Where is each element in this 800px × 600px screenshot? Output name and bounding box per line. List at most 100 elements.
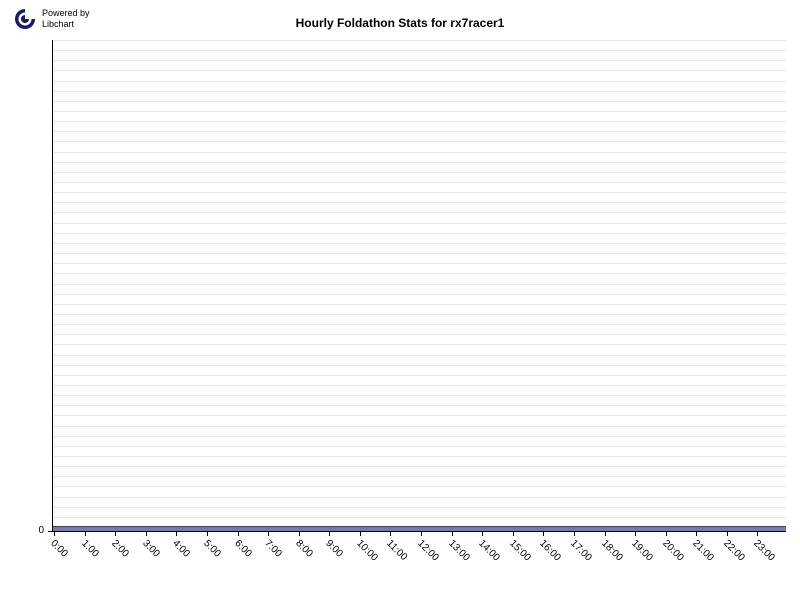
x-tick <box>85 532 86 536</box>
gridline <box>53 415 786 416</box>
gridline <box>53 426 786 427</box>
x-axis-label: 12:00 <box>415 538 440 563</box>
x-axis-label: 9:00 <box>323 538 345 560</box>
x-axis-label: 15:00 <box>507 538 532 563</box>
gridline <box>53 436 786 437</box>
x-tick <box>299 532 300 536</box>
gridline <box>53 212 786 213</box>
x-axis-label: 20:00 <box>660 538 685 563</box>
branding-text: Powered by Libchart <box>42 8 90 30</box>
branding-line2: Libchart <box>42 19 90 30</box>
x-axis-label: 0:00 <box>48 538 70 560</box>
gridline <box>53 243 786 244</box>
branding-line1: Powered by <box>42 8 90 19</box>
y-tick <box>48 531 52 532</box>
gridline <box>53 284 786 285</box>
gridline <box>53 121 786 122</box>
x-tick <box>513 532 514 536</box>
chart-title: Hourly Foldathon Stats for rx7racer1 <box>296 16 505 30</box>
gridline <box>53 152 786 153</box>
gridline <box>53 162 786 163</box>
x-tick <box>574 532 575 536</box>
x-tick <box>605 532 606 536</box>
x-axis-label: 21:00 <box>690 538 715 563</box>
x-tick <box>329 532 330 536</box>
x-axis-label: 1:00 <box>79 538 101 560</box>
plot-region <box>52 40 786 532</box>
x-axis-label: 18:00 <box>599 538 624 563</box>
gridline <box>53 111 786 112</box>
x-tick <box>666 532 667 536</box>
gridline <box>53 405 786 406</box>
x-tick <box>757 532 758 536</box>
gridline <box>53 334 786 335</box>
gridline <box>53 101 786 102</box>
x-axis-label: 23:00 <box>752 538 777 563</box>
x-tick <box>207 532 208 536</box>
x-tick <box>360 532 361 536</box>
gridline <box>53 486 786 487</box>
x-tick <box>176 532 177 536</box>
gridline <box>53 182 786 183</box>
x-axis-label: 19:00 <box>629 538 654 563</box>
gridline <box>53 192 786 193</box>
x-tick <box>452 532 453 536</box>
gridline <box>53 172 786 173</box>
x-axis-label: 17:00 <box>568 538 593 563</box>
gridline <box>53 304 786 305</box>
gridline <box>53 314 786 315</box>
x-tick <box>268 532 269 536</box>
libchart-logo-icon <box>14 8 36 30</box>
x-axis-label: 16:00 <box>538 538 563 563</box>
gridline <box>53 233 786 234</box>
x-axis-label: 6:00 <box>232 538 254 560</box>
gridline <box>53 70 786 71</box>
bar-baseline <box>53 526 786 531</box>
gridline <box>53 446 786 447</box>
x-tick <box>543 532 544 536</box>
x-tick <box>54 532 55 536</box>
gridline <box>53 395 786 396</box>
gridline <box>53 202 786 203</box>
x-axis-label: 11:00 <box>385 538 410 563</box>
x-axis-label: 7:00 <box>262 538 284 560</box>
gridline <box>53 517 786 518</box>
x-axis-label: 14:00 <box>476 538 501 563</box>
gridline <box>53 223 786 224</box>
gridline <box>53 324 786 325</box>
gridline <box>53 476 786 477</box>
gridline <box>53 466 786 467</box>
x-tick <box>146 532 147 536</box>
gridline <box>53 81 786 82</box>
gridline <box>53 141 786 142</box>
gridline <box>53 131 786 132</box>
x-axis-label: 22:00 <box>721 538 746 563</box>
gridline <box>53 507 786 508</box>
gridline <box>53 253 786 254</box>
gridline <box>53 294 786 295</box>
gridline <box>53 273 786 274</box>
gridline <box>53 375 786 376</box>
gridline <box>53 263 786 264</box>
x-axis-label: 10:00 <box>354 538 379 563</box>
gridline <box>53 344 786 345</box>
x-tick <box>390 532 391 536</box>
gridline <box>53 50 786 51</box>
gridline <box>53 365 786 366</box>
gridline <box>53 456 786 457</box>
x-axis-label: 13:00 <box>446 538 471 563</box>
x-tick <box>421 532 422 536</box>
x-tick <box>115 532 116 536</box>
x-axis-label: 2:00 <box>109 538 131 560</box>
x-tick <box>635 532 636 536</box>
x-axis-label: 3:00 <box>140 538 162 560</box>
x-tick <box>727 532 728 536</box>
gridline <box>53 91 786 92</box>
x-axis-label: 5:00 <box>201 538 223 560</box>
x-tick <box>482 532 483 536</box>
y-axis-label: 0 <box>28 525 44 536</box>
gridline <box>53 385 786 386</box>
x-tick <box>696 532 697 536</box>
x-axis-label: 4:00 <box>171 538 193 560</box>
x-axis-label: 8:00 <box>293 538 315 560</box>
